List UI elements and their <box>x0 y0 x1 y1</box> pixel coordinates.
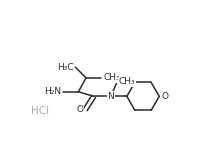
Text: HCl: HCl <box>31 106 49 116</box>
Text: H₃C: H₃C <box>57 63 74 72</box>
Text: O: O <box>162 92 169 101</box>
Text: O: O <box>77 105 84 114</box>
Text: CH₃: CH₃ <box>118 77 135 86</box>
Text: H₂N: H₂N <box>44 87 61 96</box>
Text: N: N <box>107 92 114 101</box>
Text: CH₃: CH₃ <box>103 73 120 82</box>
